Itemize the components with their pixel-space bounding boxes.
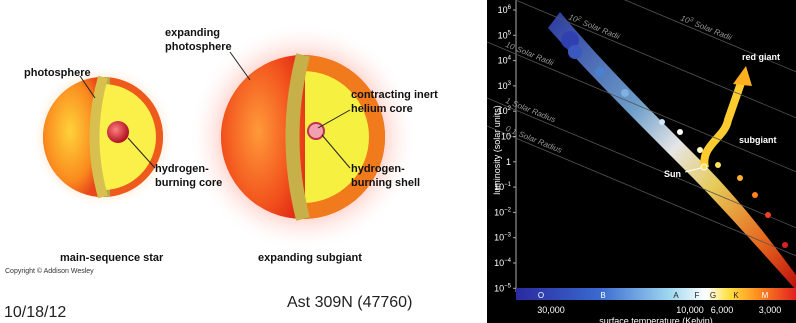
spectral-class: M: [762, 291, 769, 300]
track-label: red giant: [742, 52, 780, 62]
label-line: hydrogen-: [351, 163, 405, 175]
star-dot: [568, 45, 582, 59]
tick-base: 10: [494, 283, 504, 293]
caption: expanding subgiant: [258, 252, 362, 264]
track-label: Sun: [664, 169, 681, 179]
label-line: hydrogen-: [155, 163, 209, 175]
caption: main-sequence star: [60, 252, 164, 264]
tick-base: 1: [506, 157, 511, 167]
star-dot: [782, 242, 788, 248]
x-axis-title: surface temperature (Kelvin): [599, 316, 713, 323]
track-label: subgiant: [739, 135, 777, 145]
spectral-class: B: [600, 291, 605, 300]
tick-exp: −3: [504, 233, 512, 239]
tick-exp: −1: [504, 182, 512, 188]
label: photosphere: [24, 67, 91, 79]
y-tick-label: 1: [506, 157, 511, 167]
x-tick-label: 30,000: [537, 305, 565, 315]
x-tick-label: 3,000: [759, 305, 782, 315]
spectral-class: G: [710, 291, 716, 300]
date: 10/18/12: [4, 304, 66, 321]
tick-base: 10: [498, 5, 508, 15]
tick-base: 10: [498, 30, 508, 40]
spectral-class: K: [733, 291, 739, 300]
spectral-class: F: [695, 291, 700, 300]
star-dot: [765, 212, 771, 218]
tick-base: 10: [494, 207, 504, 217]
y-tick-label: 10: [501, 132, 511, 142]
label-line: expanding: [165, 27, 220, 39]
star-dot: [659, 119, 665, 125]
label-line: burning shell: [351, 177, 420, 189]
star-dot: [715, 162, 721, 168]
label-line: burning core: [155, 177, 222, 189]
tick-base: 10: [501, 132, 511, 142]
sun-marker: [701, 164, 707, 170]
star-dot: [752, 192, 758, 198]
spectral-class: O: [538, 291, 544, 300]
tick-exp: −5: [504, 283, 512, 289]
label-line: helium core: [351, 103, 413, 115]
tick-base: 10: [498, 56, 508, 66]
label-line: contracting inert: [351, 89, 438, 101]
star-dot: [737, 175, 743, 181]
spectral-class: A: [673, 291, 679, 300]
slide: photosphere hydrogen- burning core expan…: [0, 0, 796, 323]
x-tick-label: 6,000: [711, 305, 734, 315]
y-axis-title: luminosity (solar units): [492, 105, 502, 195]
label-line: photosphere: [165, 41, 232, 53]
star-dot: [595, 67, 605, 77]
star-dot: [677, 129, 683, 135]
tick-base: 10: [494, 258, 504, 268]
tick-exp: −2: [504, 207, 512, 213]
x-tick-label: 10,000: [676, 305, 704, 315]
course: Ast 309N (47760): [287, 294, 412, 311]
tick-base: 10: [494, 233, 504, 243]
expanding-subgiant: [188, 22, 418, 252]
copyright: Copyright © Addison Wesley: [5, 267, 94, 275]
star-dot: [697, 147, 703, 153]
tick-base: 10: [498, 81, 508, 91]
tick-exp: −4: [504, 258, 512, 264]
main-sequence-star: [31, 65, 175, 210]
star-dot: [621, 89, 629, 97]
spectral-bar: [516, 288, 796, 300]
